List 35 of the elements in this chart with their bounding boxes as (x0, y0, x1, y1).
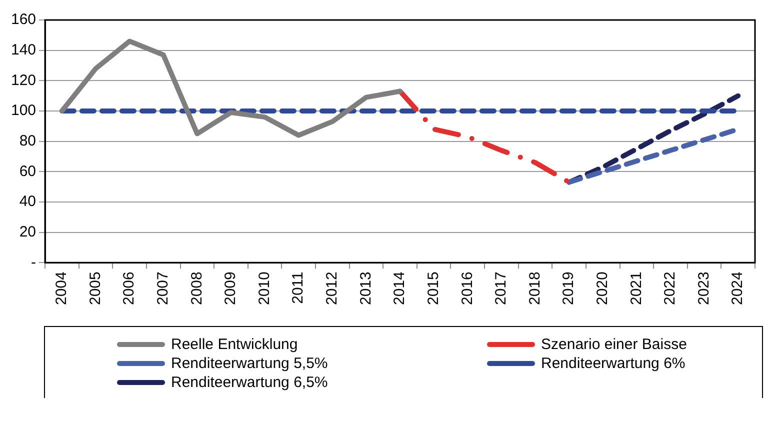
y-tick-label: 20 (19, 223, 36, 240)
x-tick-label: 2015 (424, 272, 442, 306)
x-tick-label: 2012 (324, 272, 341, 306)
legend-label: Reelle Entwicklung (171, 336, 298, 353)
y-tick-label: 120 (10, 72, 36, 89)
y-tick-label: 60 (19, 162, 36, 180)
x-tick-label: 2024 (729, 272, 746, 306)
legend-label: Renditeerwartung 6,5% (171, 374, 328, 391)
x-tick-label: 2021 (628, 272, 645, 306)
x-tick-label: 2013 (357, 272, 374, 306)
x-tick-label: 2004 (53, 272, 70, 306)
x-tick-label: 2016 (458, 272, 476, 306)
x-tick-label: 2022 (662, 272, 679, 306)
x-tick-label: 2020 (594, 272, 612, 306)
x-tick-label: 2006 (120, 272, 138, 306)
y-tick-label: - (31, 254, 36, 271)
x-tick-label: 2011 (290, 272, 307, 304)
y-tick-label: 160 (10, 11, 36, 28)
y-tick-label: 80 (19, 132, 36, 150)
x-tick-label: 2008 (188, 272, 206, 306)
legend-label: Szenario einer Baisse (541, 336, 687, 353)
x-tick-label: 2014 (391, 272, 408, 306)
x-tick-label: 2019 (560, 272, 578, 306)
legend-label: Renditeerwartung 6% (541, 355, 686, 372)
y-tick-label: 40 (19, 193, 36, 210)
y-tick-label: 140 (10, 41, 36, 58)
x-tick-label: 2017 (492, 272, 510, 306)
x-tick-label: 2018 (526, 272, 544, 306)
x-tick-label: 2009 (222, 272, 240, 306)
x-tick-label: 2010 (256, 272, 273, 306)
x-tick-label: 2023 (695, 272, 712, 306)
y-tick-label: 100 (10, 102, 36, 120)
legend-label: Renditeerwartung 5,5% (171, 355, 328, 372)
x-tick-label: 2005 (86, 272, 104, 306)
x-tick-label: 2007 (154, 272, 172, 306)
